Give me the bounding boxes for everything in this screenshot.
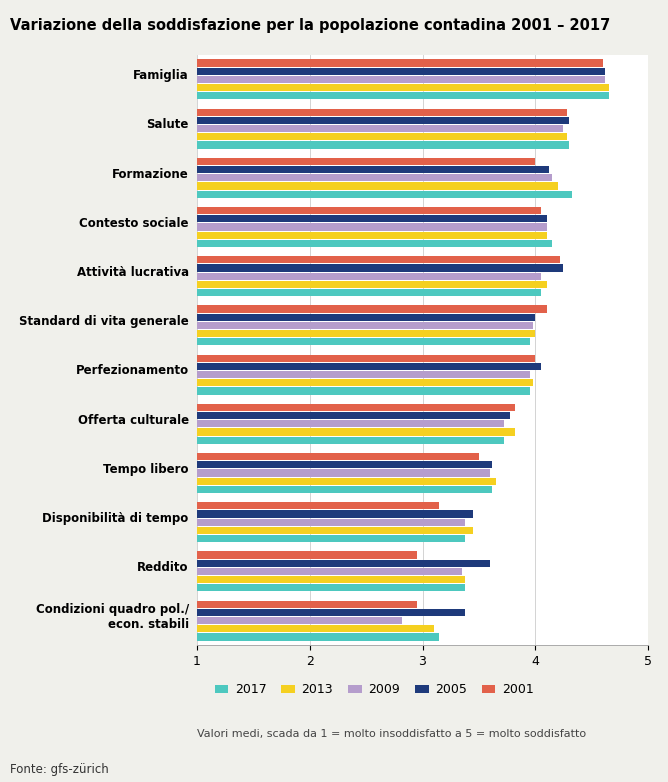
- Bar: [197, 453, 479, 460]
- Bar: [197, 142, 569, 149]
- Bar: [197, 273, 541, 280]
- Bar: [197, 117, 569, 124]
- Bar: [197, 560, 490, 567]
- Bar: [197, 240, 552, 247]
- Bar: [197, 76, 605, 83]
- Bar: [197, 568, 462, 575]
- Bar: [197, 125, 563, 132]
- Bar: [197, 109, 566, 116]
- Text: Fonte: gfs-zürich: Fonte: gfs-zürich: [10, 762, 109, 776]
- Bar: [197, 527, 473, 534]
- Bar: [197, 182, 558, 189]
- Bar: [197, 469, 490, 476]
- Bar: [197, 608, 466, 616]
- Bar: [197, 191, 572, 198]
- Bar: [197, 511, 473, 518]
- Bar: [197, 617, 402, 624]
- Bar: [197, 330, 535, 337]
- Bar: [197, 207, 541, 214]
- Bar: [197, 264, 563, 271]
- Bar: [197, 158, 535, 165]
- Bar: [197, 601, 417, 608]
- Bar: [197, 67, 605, 75]
- Bar: [197, 502, 440, 509]
- Bar: [197, 461, 492, 468]
- Bar: [197, 84, 609, 91]
- Bar: [197, 314, 535, 321]
- Bar: [197, 363, 541, 370]
- Bar: [197, 371, 530, 378]
- Bar: [197, 174, 552, 181]
- Bar: [197, 551, 417, 558]
- Bar: [197, 404, 515, 411]
- Bar: [197, 321, 533, 329]
- Bar: [197, 224, 546, 231]
- Bar: [197, 412, 510, 419]
- Bar: [197, 256, 560, 264]
- Bar: [197, 387, 530, 395]
- Text: Valori medi, scada da 1 = molto insoddisfatto a 5 = molto soddisfatto: Valori medi, scada da 1 = molto insoddis…: [197, 729, 587, 739]
- Text: Variazione della soddisfazione per la popolazione contadina 2001 – 2017: Variazione della soddisfazione per la po…: [10, 18, 611, 33]
- Bar: [197, 166, 549, 173]
- Bar: [197, 535, 466, 542]
- Bar: [197, 59, 603, 66]
- Bar: [197, 429, 515, 436]
- Bar: [197, 379, 533, 386]
- Bar: [197, 625, 434, 633]
- Bar: [197, 215, 546, 222]
- Bar: [197, 420, 504, 427]
- Bar: [197, 281, 546, 288]
- Bar: [197, 231, 546, 239]
- Bar: [197, 305, 546, 313]
- Bar: [197, 289, 541, 296]
- Bar: [197, 518, 466, 526]
- Bar: [197, 133, 566, 140]
- Bar: [197, 338, 530, 346]
- Bar: [197, 486, 492, 493]
- Bar: [197, 633, 440, 640]
- Bar: [197, 354, 535, 362]
- Bar: [197, 584, 466, 591]
- Bar: [197, 92, 609, 99]
- Bar: [197, 576, 466, 583]
- Bar: [197, 436, 504, 443]
- Bar: [197, 478, 496, 485]
- Legend: 2017, 2013, 2009, 2005, 2001: 2017, 2013, 2009, 2005, 2001: [210, 679, 538, 701]
